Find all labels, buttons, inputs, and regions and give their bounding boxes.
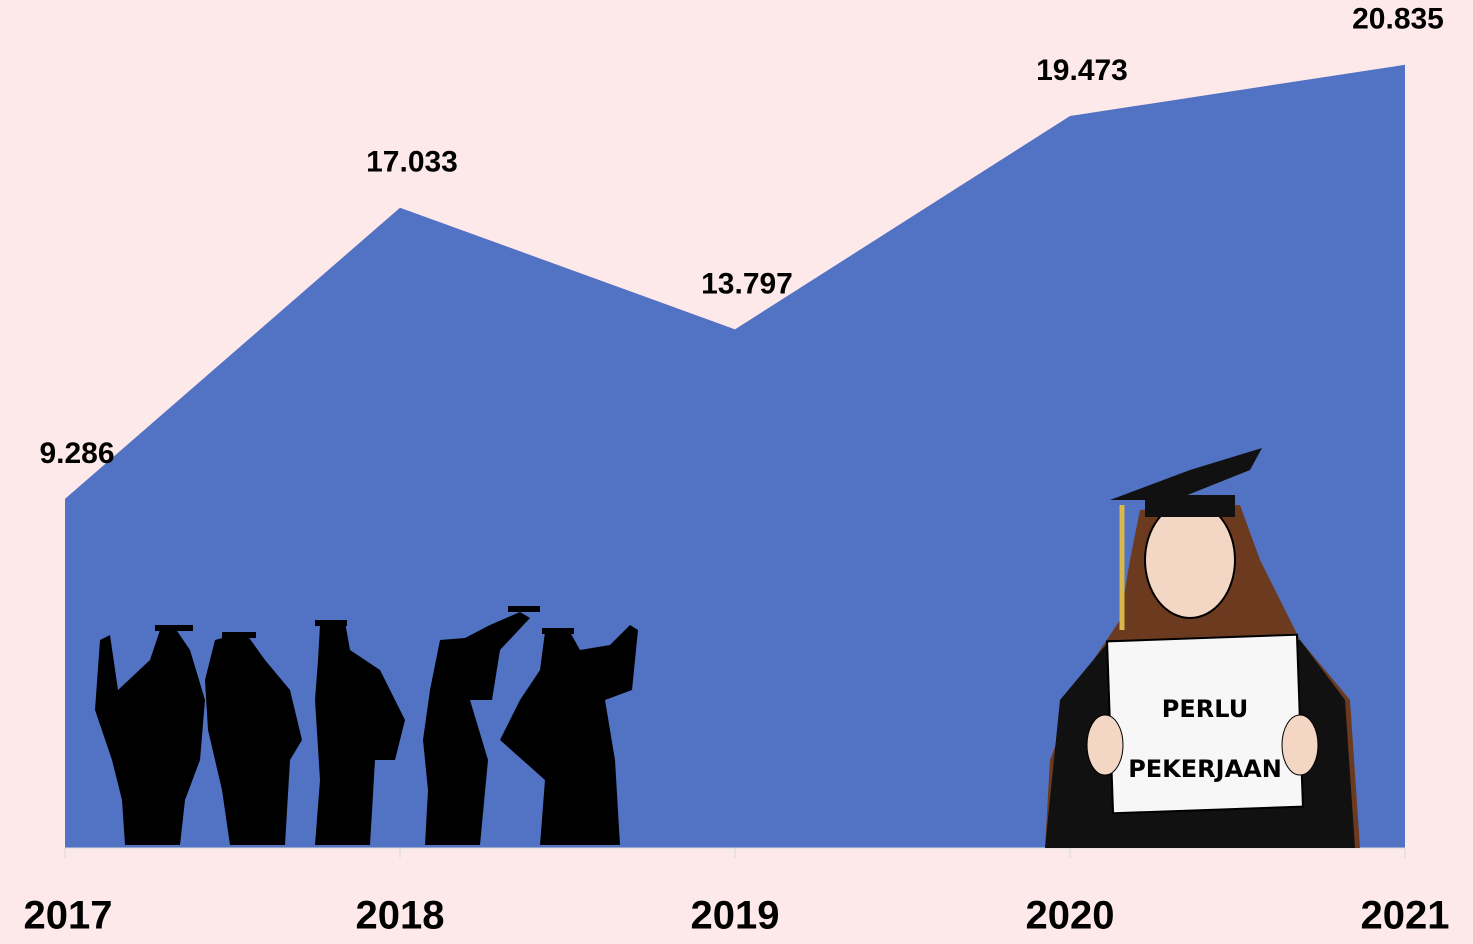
graduate-woman bbox=[1045, 448, 1360, 848]
x-tick-label: 2020 bbox=[1026, 894, 1115, 938]
graduate-silhouettes bbox=[95, 606, 638, 845]
illustrations: PERLU PEKERJAAN bbox=[95, 448, 1360, 848]
value-label: 19.473 bbox=[1036, 54, 1128, 87]
value-label: 17.033 bbox=[366, 146, 458, 179]
sign-text: PEKERJAAN bbox=[1128, 755, 1282, 783]
labels: 2017 9.286 2018 17.033 2019 13.797 2020 19.473 2… bbox=[24, 3, 1450, 938]
x-tick-label: 2018 bbox=[356, 894, 445, 938]
area bbox=[65, 64, 1405, 849]
x-tick-label: 2017 bbox=[24, 894, 113, 938]
x-tick-label: 2021 bbox=[1361, 894, 1450, 938]
sign-text: PERLU bbox=[1162, 695, 1248, 723]
value-label: 13.797 bbox=[701, 267, 793, 300]
value-label: 9.286 bbox=[39, 437, 114, 470]
x-tick-label: 2019 bbox=[691, 894, 780, 938]
value-label: 20.835 bbox=[1352, 3, 1444, 36]
